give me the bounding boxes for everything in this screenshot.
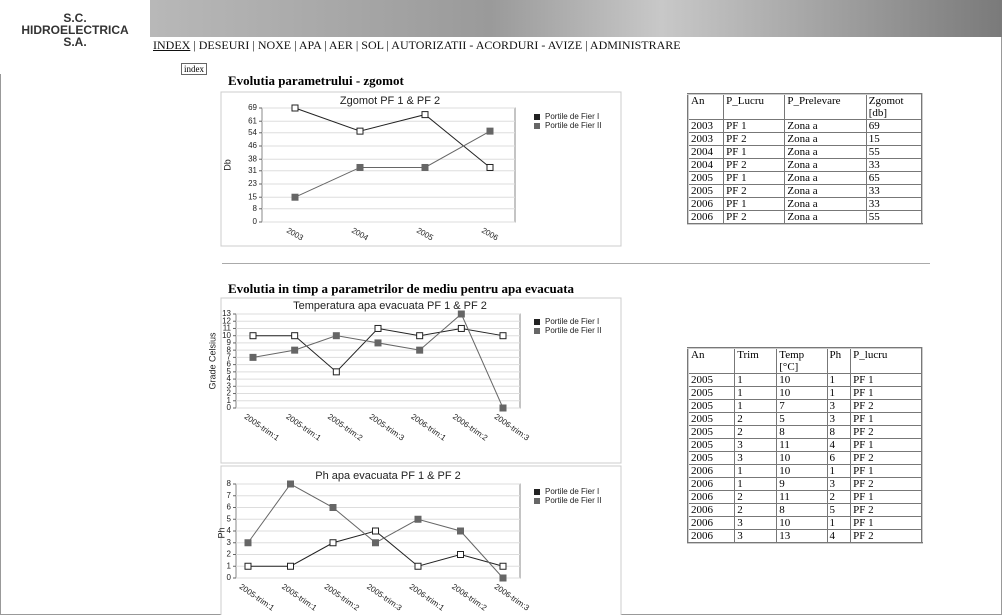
y-tick-label: 31	[248, 166, 257, 175]
data-point	[417, 347, 423, 353]
y-tick-label: 5	[227, 514, 232, 523]
data-point	[415, 516, 421, 522]
data-point	[330, 505, 336, 511]
data-point	[250, 354, 256, 360]
legend-label: Portile de Fier I	[545, 317, 599, 326]
data-point	[245, 540, 251, 546]
y-tick-label: 3	[227, 538, 232, 547]
data-point	[500, 575, 506, 581]
y-axis-label: Db	[222, 159, 232, 171]
charts: Zgomot PF 1 & PF 2Db08152331384654616920…	[0, 0, 1002, 615]
data-point	[333, 369, 339, 375]
page: S.C. HIDROELECTRICA S.A. INDEX | DESEURI…	[0, 0, 1002, 615]
data-point	[415, 563, 421, 569]
y-tick-label: 8	[253, 204, 258, 213]
data-point	[417, 333, 423, 339]
data-point	[422, 164, 428, 170]
data-point	[422, 112, 428, 118]
chart-title: Zgomot PF 1 & PF 2	[340, 95, 440, 107]
y-tick-label: 13	[222, 309, 231, 318]
plot-area	[262, 108, 515, 222]
data-point	[375, 340, 381, 346]
data-point	[373, 528, 379, 534]
data-point	[500, 563, 506, 569]
legend-label: Portile de Fier I	[545, 487, 599, 496]
data-point	[357, 164, 363, 170]
data-point	[292, 194, 298, 200]
y-tick-label: 6	[227, 503, 232, 512]
legend-swatch	[534, 114, 540, 120]
data-point	[245, 563, 251, 569]
data-point	[458, 311, 464, 317]
data-point	[330, 540, 336, 546]
data-point	[288, 481, 294, 487]
legend-label: Portile de Fier I	[545, 112, 599, 121]
data-point	[487, 164, 493, 170]
y-tick-label: 7	[227, 491, 232, 500]
y-tick-label: 15	[248, 192, 257, 201]
y-tick-label: 0	[227, 573, 232, 582]
y-tick-label: 46	[248, 141, 257, 150]
y-tick-label: 54	[248, 128, 257, 137]
y-tick-label: 1	[227, 561, 232, 570]
data-point	[357, 128, 363, 134]
data-point	[375, 325, 381, 331]
chart-title: Temperatura apa evacuata PF 1 & PF 2	[293, 300, 487, 312]
legend-swatch	[534, 319, 540, 325]
data-point	[373, 540, 379, 546]
y-tick-label: 38	[248, 154, 257, 163]
data-point	[500, 405, 506, 411]
legend-label: Portile de Fier II	[545, 496, 601, 505]
y-tick-label: 0	[253, 217, 258, 226]
legend-swatch	[534, 489, 540, 495]
data-point	[250, 333, 256, 339]
y-tick-label: 69	[248, 103, 257, 112]
data-point	[333, 333, 339, 339]
y-axis-label: Ph	[216, 527, 226, 538]
data-point	[458, 325, 464, 331]
data-point	[487, 128, 493, 134]
data-point	[458, 552, 464, 558]
data-point	[292, 105, 298, 111]
legend-swatch	[534, 328, 540, 334]
y-tick-label: 8	[227, 479, 232, 488]
data-point	[458, 528, 464, 534]
y-tick-label: 2	[227, 550, 232, 559]
y-axis-label: Grade Celsius	[207, 332, 217, 390]
legend-swatch	[534, 123, 540, 129]
data-point	[292, 333, 298, 339]
data-point	[288, 563, 294, 569]
chart-title: Ph apa evacuata PF 1 & PF 2	[315, 470, 461, 482]
legend-label: Portile de Fier II	[545, 326, 601, 335]
y-tick-label: 61	[248, 116, 257, 125]
data-point	[292, 347, 298, 353]
legend-swatch	[534, 498, 540, 504]
legend-label: Portile de Fier II	[545, 121, 601, 130]
y-tick-label: 23	[248, 179, 257, 188]
y-tick-label: 4	[227, 526, 232, 535]
data-point	[500, 333, 506, 339]
